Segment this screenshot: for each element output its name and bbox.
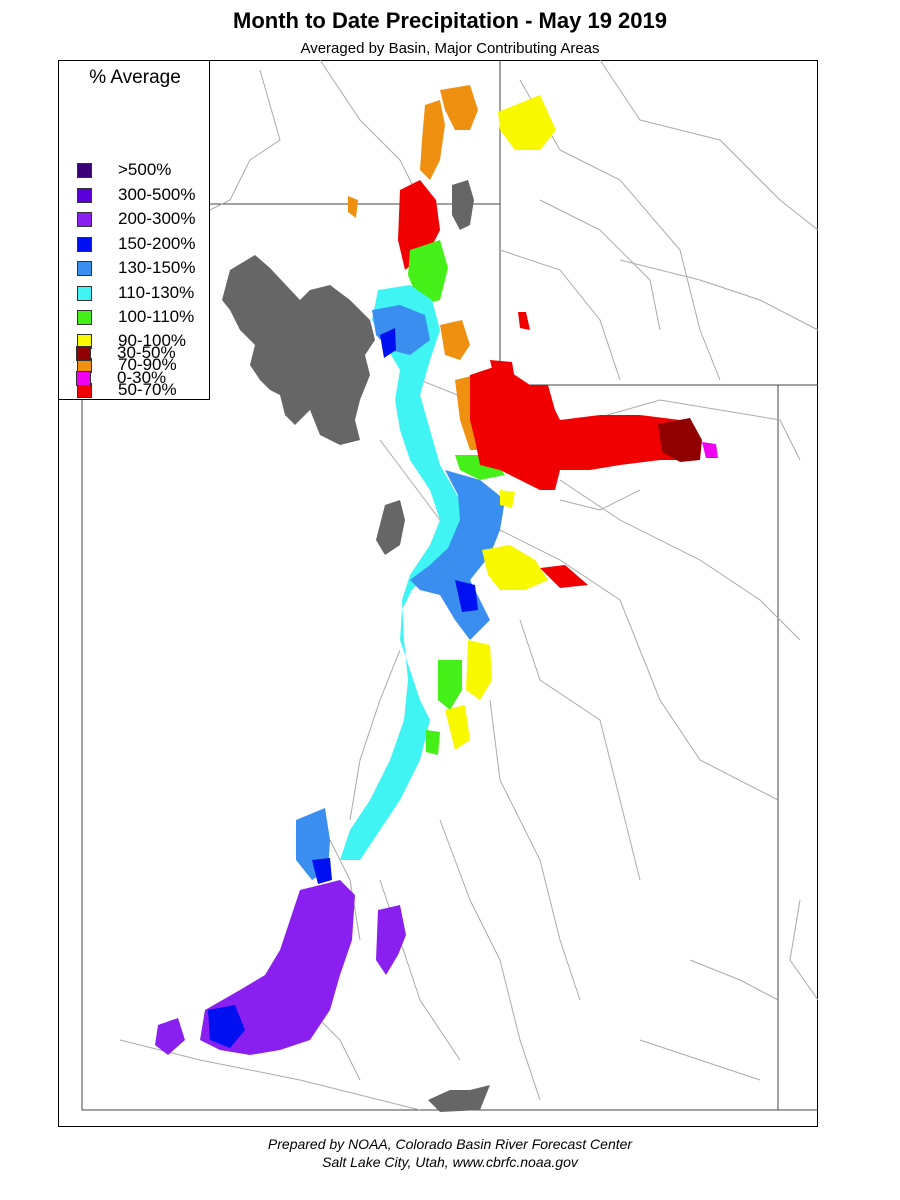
- legend-swatch: [77, 162, 92, 178]
- basin-90-100: [500, 490, 515, 508]
- basin-150-200: [455, 580, 478, 612]
- legend-label: 50-70%: [118, 380, 177, 399]
- legend-label: 200-300%: [118, 209, 196, 228]
- basin-200-300: [376, 905, 406, 975]
- basin-150-200: [380, 328, 396, 358]
- legend-label: 130-150%: [118, 258, 196, 277]
- basin-90-100: [466, 640, 492, 700]
- basin-150-200: [312, 858, 332, 884]
- basin-100-110: [408, 240, 448, 305]
- legend-item: 100-110%: [77, 307, 194, 327]
- basin-100-110: [438, 660, 462, 710]
- basin-50-70: [518, 312, 530, 330]
- basin-0-30: [702, 442, 718, 458]
- legend-label: >500%: [118, 160, 172, 179]
- basin-110-130: [340, 285, 470, 860]
- legend-swatch: [76, 345, 91, 361]
- legend-title: % Average: [89, 67, 181, 88]
- basin-90-100: [482, 545, 548, 590]
- map-subtitle: Averaged by Basin, Major Contributing Ar…: [300, 40, 600, 57]
- basin-90-100: [498, 95, 556, 150]
- basin-50-70: [470, 365, 700, 490]
- legend-label: 70-90%: [118, 355, 177, 374]
- legend-label: 100-110%: [118, 307, 195, 326]
- legend-item: 200-300%: [77, 209, 196, 229]
- legend-item: 70-90%: [77, 355, 177, 375]
- legend-item: >500%: [77, 160, 171, 180]
- legend-item: 130-150%: [77, 258, 196, 278]
- legend-item: 110-130%: [77, 283, 194, 303]
- basin-200-300: [155, 1018, 185, 1055]
- legend-swatch: [77, 236, 92, 252]
- basin-70-90: [420, 100, 445, 180]
- legend-swatch: [77, 187, 92, 203]
- legend-item: 50-70%: [77, 380, 177, 400]
- lakes: [222, 180, 490, 1112]
- footer-credit: Prepared by NOAA, Colorado Basin River F…: [267, 1136, 633, 1152]
- legend: % Average >500% 300-500% 200-300% 150-20…: [58, 60, 210, 400]
- basin-150-200: [208, 1005, 245, 1048]
- basin-90-100: [445, 705, 470, 750]
- map-title: Month to Date Precipitation - May 19 201…: [233, 8, 667, 33]
- basin-130-150: [410, 470, 505, 640]
- precip-basins: [155, 85, 718, 1055]
- basin-50-70: [490, 360, 515, 382]
- legend-item: 150-200%: [77, 234, 196, 254]
- legend-swatch: [77, 211, 92, 227]
- basin-100-110: [426, 730, 440, 755]
- basin-200-300: [200, 880, 355, 1055]
- legend-label: 110-130%: [118, 283, 195, 302]
- basin-30-50: [658, 418, 702, 462]
- basin-50-70: [540, 565, 588, 588]
- legend-label: 150-200%: [118, 234, 196, 253]
- legend-item: 300-500%: [77, 185, 196, 205]
- legend-item: 0-30%: [76, 368, 166, 388]
- legend-item: 90-100%: [77, 331, 186, 351]
- basin-70-90: [440, 85, 478, 130]
- legend-label: 90-100%: [118, 331, 187, 350]
- legend-swatch: [77, 285, 92, 301]
- legend-label: 0-30%: [117, 368, 167, 387]
- legend-swatch: [77, 309, 92, 325]
- basin-70-90: [440, 320, 470, 360]
- legend-swatch: [76, 370, 91, 386]
- basin-70-90: [348, 196, 358, 218]
- legend-label: 30-50%: [117, 343, 176, 362]
- legend-swatch: [77, 260, 92, 276]
- legend-item: 30-50%: [76, 343, 176, 363]
- footer-location: Salt Lake City, Utah, www.cbrfc.noaa.gov: [322, 1154, 578, 1170]
- legend-label: 300-500%: [118, 185, 196, 204]
